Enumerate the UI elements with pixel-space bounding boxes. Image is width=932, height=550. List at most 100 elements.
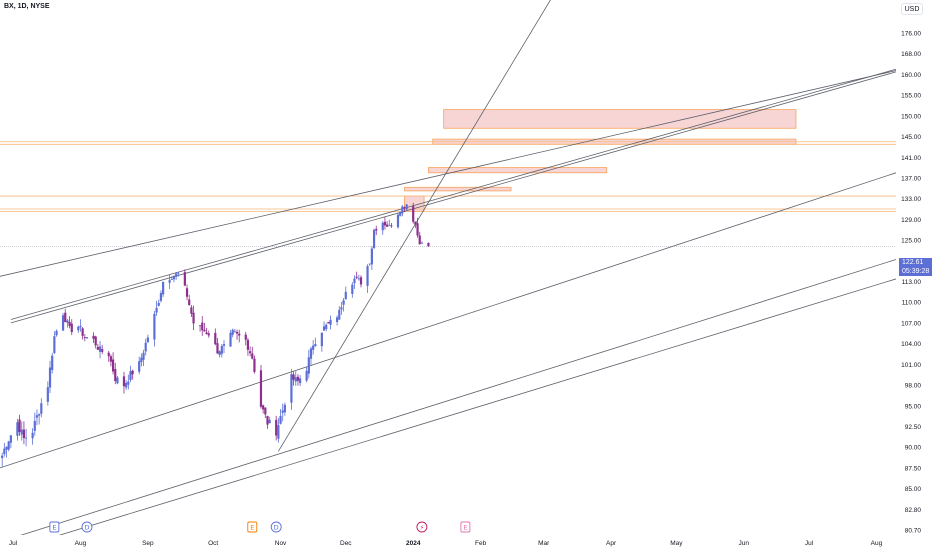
y-tick-label: 160.00	[901, 72, 921, 79]
candle-body	[259, 370, 263, 407]
candle-body	[396, 214, 400, 228]
candle-body	[79, 326, 82, 328]
dividend-icon-label: D	[84, 524, 89, 532]
x-tick-label: Nov	[275, 540, 287, 547]
candle-body	[305, 370, 308, 381]
candle-body	[220, 346, 223, 354]
candle-body	[198, 325, 202, 327]
candle-body	[162, 281, 165, 295]
candle-body	[168, 280, 171, 283]
candle-body	[70, 323, 73, 333]
candle-body	[20, 429, 23, 435]
y-tick-label: 155.00	[901, 93, 921, 100]
x-tick-label: Sep	[142, 540, 154, 547]
trendline	[10, 68, 896, 320]
candle-body	[251, 353, 254, 359]
candle-body	[299, 378, 302, 384]
candle-body	[418, 235, 421, 245]
candle-body	[55, 330, 58, 336]
candle-body	[340, 307, 343, 310]
candle-body	[222, 344, 226, 346]
candle-body	[296, 376, 300, 381]
candle-body	[177, 272, 180, 274]
candle-body	[61, 315, 65, 331]
candle-body	[325, 324, 328, 330]
candle-body	[275, 419, 278, 436]
candle-body	[427, 242, 430, 247]
candle-body	[5, 446, 8, 450]
candle-body	[327, 321, 330, 324]
candle-body	[235, 331, 239, 334]
candle-body	[320, 332, 323, 347]
candle-body	[399, 212, 402, 216]
candle-body	[355, 276, 358, 278]
candle-body	[388, 225, 391, 227]
candle-body	[279, 415, 282, 424]
candle-body	[277, 425, 280, 439]
earnings-icon	[49, 521, 60, 533]
candle-body	[207, 333, 210, 336]
candle-body	[190, 307, 193, 314]
y-tick-label: 104.00	[901, 341, 921, 348]
candle-body	[353, 278, 356, 284]
y-tick-label: 98.00	[905, 383, 922, 390]
candle-body	[111, 359, 115, 372]
candle-body	[35, 415, 39, 418]
candle-body	[231, 329, 234, 335]
candle-body	[381, 222, 384, 231]
currency-button[interactable]: USD	[901, 3, 923, 15]
x-tick-label: Aug	[871, 540, 883, 547]
candle-body	[146, 337, 149, 343]
candle-body	[109, 356, 113, 362]
trendline	[20, 259, 896, 535]
candle-body	[46, 387, 49, 402]
candle-body	[1, 455, 4, 459]
split-icon-label: ⚡	[420, 524, 425, 532]
candle-body	[3, 448, 6, 455]
dividend-icon-label: D	[274, 524, 279, 532]
candle-body	[92, 335, 95, 339]
supply-zone	[404, 186, 512, 192]
candle-body	[414, 221, 417, 225]
y-tick-label: 110.00	[902, 300, 922, 307]
candle-body	[144, 342, 147, 352]
candle-body	[170, 279, 173, 280]
y-tick-label: 90.00	[905, 445, 922, 452]
trendline	[0, 172, 896, 469]
y-tick-label: 80.70	[905, 528, 922, 535]
y-tick-label: 141.00	[901, 155, 921, 162]
candle-body	[81, 328, 84, 336]
candle-body	[192, 312, 195, 324]
y-tick-label: 133.00	[901, 196, 921, 203]
plot-area	[0, 0, 896, 535]
candle-body	[420, 242, 424, 244]
candle-body	[383, 221, 387, 226]
candle-body	[283, 404, 286, 413]
candle-body	[7, 441, 10, 450]
candle-body	[153, 313, 156, 340]
earnings-icon-label: E	[250, 524, 254, 532]
candle-body	[359, 277, 363, 285]
candle-body	[290, 374, 293, 403]
candle-body	[33, 420, 36, 431]
candle-body	[322, 326, 326, 331]
candle-body	[266, 415, 269, 425]
candle-body	[98, 346, 102, 352]
y-tick-label: 113.00	[902, 279, 922, 286]
candle-body	[175, 273, 178, 277]
x-tick-label: May	[670, 540, 683, 547]
candle-body	[248, 351, 252, 354]
candle-body	[155, 307, 158, 313]
y-tick-label: 92.50	[905, 424, 922, 431]
symbol-label: BX, 1D, NYSE	[4, 3, 50, 10]
candle-body	[312, 345, 315, 350]
candle-body	[96, 346, 99, 350]
y-tick-label: 101.00	[901, 362, 921, 369]
candle-body	[401, 206, 404, 214]
candle-body	[216, 343, 219, 354]
candle-body	[127, 381, 130, 385]
x-tick-label: Jul	[805, 540, 814, 547]
candle-body	[253, 358, 256, 372]
candle-body	[368, 263, 371, 265]
